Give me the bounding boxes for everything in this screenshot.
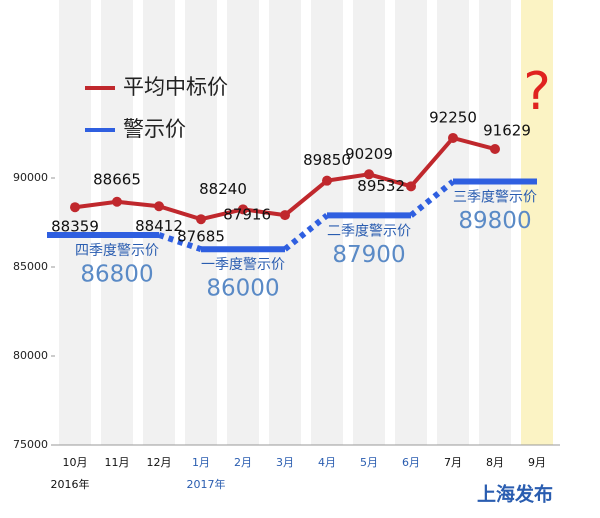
price-point [406,181,416,192]
quarter-label: 二季度警示价 [327,223,411,239]
y-tick-label: 90000 [13,171,48,184]
price-point [448,132,458,143]
month-stripe [437,0,469,445]
warning-connector [283,213,329,252]
price-value-label: 92250 [429,108,477,126]
logo: 上海发布 [477,483,553,506]
warning-value-label: 86800 [80,261,153,287]
x-tick-label: 7月 [444,456,462,469]
warning-value-label: 86000 [206,276,279,302]
annotation: ? [523,62,551,122]
month-stripe [227,0,259,445]
x-tick-label: 1月 [192,456,210,469]
year-label: 2016年 [51,477,90,491]
price-value-label: 88412 [135,217,183,235]
x-tick-label: 3月 [276,456,294,469]
price-point [280,210,290,221]
price-value-label: 88359 [51,218,99,236]
month-stripe [59,0,91,445]
x-tick-label: 5月 [360,456,378,469]
x-tick-label: 2月 [234,456,252,469]
price-point [322,175,332,186]
price-value-label: 88240 [199,180,247,198]
y-tick-label: 80000 [13,349,48,362]
x-tick-label: 12月 [147,456,172,469]
warning-connector [158,232,202,253]
month-stripe [269,0,301,445]
y-tick-label: 75000 [13,438,48,451]
price-point [490,144,500,155]
warning-value-label: 89800 [458,208,531,234]
x-tick-label: 8月 [486,456,504,469]
price-value-label: 87685 [177,228,225,246]
legend-label: 平均中标价 [123,75,228,99]
price-value-label: 89850 [303,151,351,169]
month-stripe [143,0,175,445]
quarter-label: 三季度警示价 [453,190,537,206]
price-value-label: 88665 [93,170,141,188]
legend-label: 警示价 [123,117,186,141]
price-value-label: 89532 [357,177,405,195]
x-tick-label: 11月 [105,456,130,469]
price-point [196,214,206,225]
year-label: 2017年 [187,477,226,491]
month-stripe [101,0,133,445]
price-point [364,169,374,180]
x-tick-label: 10月 [63,456,88,469]
month-stripe [521,0,553,445]
price-point [112,196,122,207]
quarter-label: 一季度警示价 [201,257,285,273]
y-tick-label: 85000 [13,260,48,273]
month-stripe [395,0,427,445]
x-tick-label: 4月 [318,456,336,469]
x-tick-label: 6月 [402,456,420,469]
price-value-label: 90209 [345,145,393,163]
price-point [154,201,164,212]
x-tick-label: 9月 [528,456,546,469]
price-value-label: 87916 [223,206,271,224]
price-value-label: 91629 [483,122,531,140]
price-point [238,204,248,215]
warning-value-label: 87900 [332,242,405,268]
warning-connector [409,179,455,218]
quarter-label: 四季度警示价 [75,243,159,259]
month-stripe [479,0,511,445]
month-stripe [353,0,385,445]
price-point [70,202,80,213]
